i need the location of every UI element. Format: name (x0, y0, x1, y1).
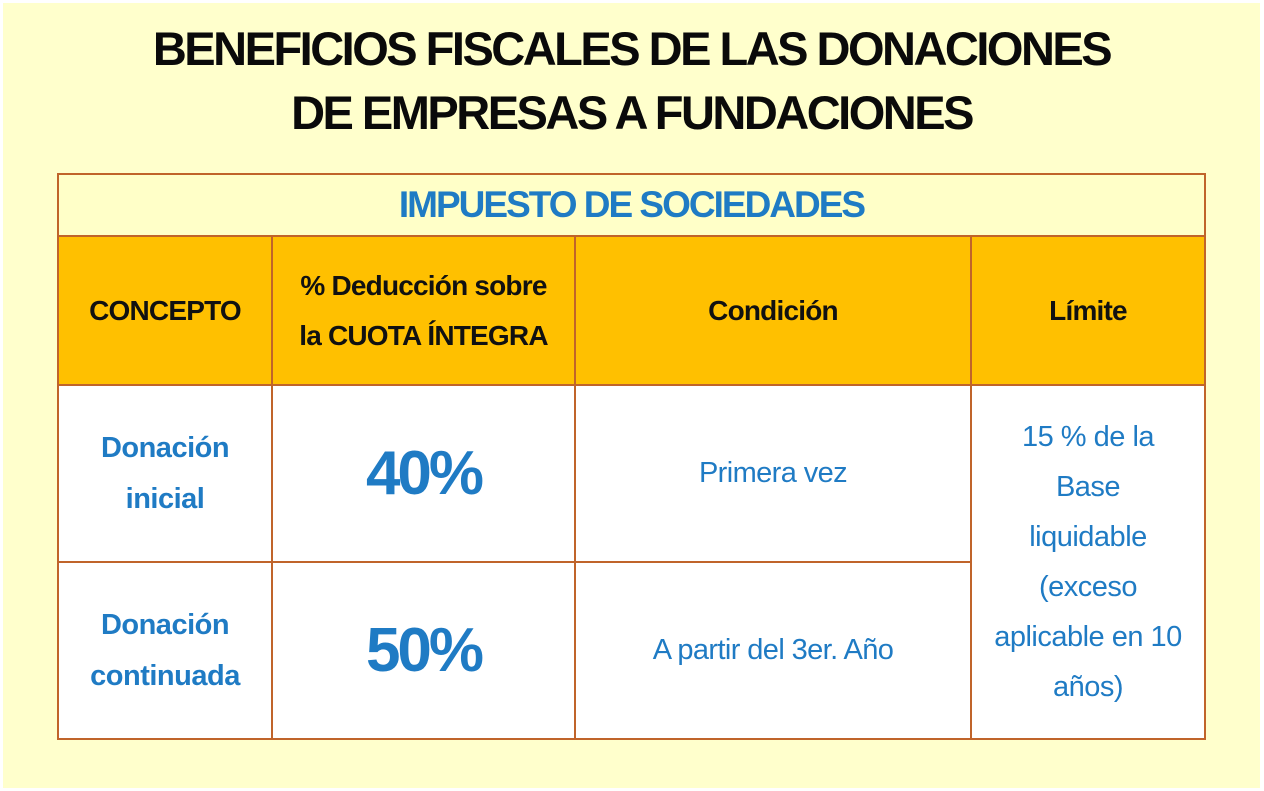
limite-line-1: 15 % de la (1021, 421, 1155, 454)
header-deduccion-line-1: % Deducción sobre (300, 269, 547, 301)
header-limite: Límite (970, 235, 1206, 387)
condicion-cell: A partir del 3er. Año (574, 561, 972, 740)
page-title: BENEFICIOS FISCALES DE LAS DONACIONES DE… (3, 17, 1260, 145)
deduccion-cell: 40% (271, 384, 576, 564)
section-row: IMPUESTO DE SOCIEDADES (57, 172, 1206, 238)
concepto-line-1: Donación (100, 431, 230, 464)
table-row: Donación inicial 40% Primera vez 15 % de… (57, 384, 1206, 740)
title-line-2: DE EMPRESAS A FUNDACIONES (291, 86, 974, 139)
concepto-line-1: Donación (100, 608, 230, 641)
infographic: BENEFICIOS FISCALES DE LAS DONACIONES DE… (3, 3, 1260, 788)
concepto-cell: Donación inicial (57, 384, 273, 564)
header-deduccion-line-2: la CUOTA ÍNTEGRA (299, 319, 548, 351)
limite-line-6: años) (1052, 671, 1124, 704)
limite-line-2: Base (1055, 471, 1121, 504)
header-deduccion: % Deducción sobre la CUOTA ÍNTEGRA (271, 235, 576, 387)
header-concepto: CONCEPTO (57, 235, 273, 387)
section-title: IMPUESTO DE SOCIEDADES (57, 172, 1206, 238)
limite-cell: 15 % de la Base liquidable (exceso aplic… (970, 384, 1206, 740)
header-condicion: Condición (574, 235, 972, 387)
limite-line-4: (exceso (1038, 571, 1138, 604)
concepto-line-2: inicial (125, 482, 205, 515)
benefits-table: IMPUESTO DE SOCIEDADES CONCEPTO % Deducc… (57, 172, 1206, 740)
title-line-1: BENEFICIOS FISCALES DE LAS DONACIONES (152, 22, 1113, 75)
table-row: Donación continuada 50% A partir del 3er… (57, 561, 1205, 740)
concepto-cell: Donación continuada (57, 561, 273, 740)
condicion-cell: Primera vez (574, 384, 972, 564)
deduccion-cell: 50% (271, 561, 576, 740)
limite-line-3: liquidable (1029, 521, 1147, 554)
concepto-line-2: continuada (90, 659, 240, 692)
header-row: CONCEPTO % Deducción sobre la CUOTA ÍNTE… (57, 235, 1206, 387)
limite-line-5: aplicable en 10 (994, 621, 1182, 654)
